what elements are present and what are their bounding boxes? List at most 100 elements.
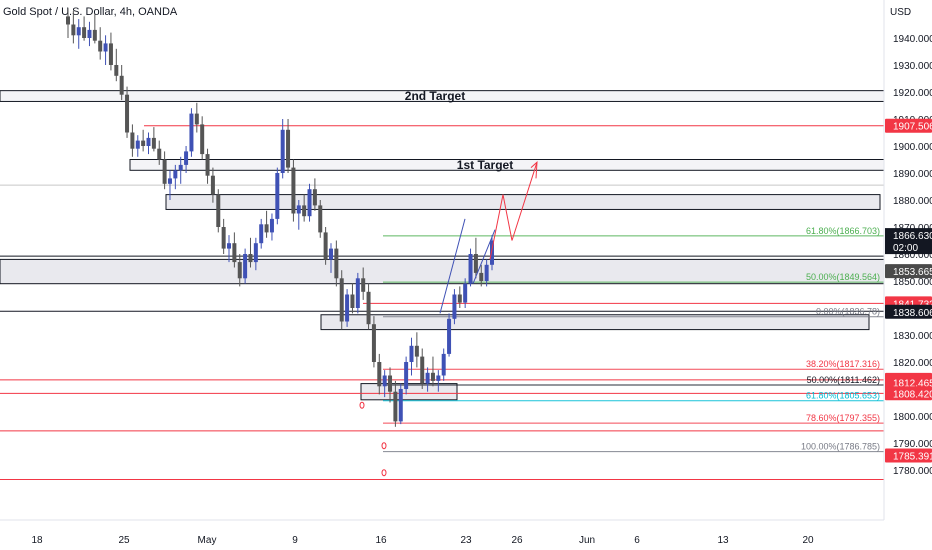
candle-body: [473, 254, 478, 273]
y-tick-label: 1900.000: [893, 142, 932, 153]
y-tick-label: 1890.000: [893, 169, 932, 180]
candle-body: [312, 189, 317, 206]
candle-body: [452, 294, 457, 319]
candle-body: [388, 375, 393, 392]
candle-body: [393, 391, 398, 422]
candle-body: [371, 324, 376, 362]
candle-body: [457, 294, 462, 303]
candle-body: [264, 224, 269, 233]
current-price-label: 1866.630: [893, 231, 932, 242]
candle-body: [382, 375, 387, 387]
candle-body: [479, 272, 484, 281]
candle-body: [345, 294, 350, 322]
candle-body: [205, 154, 210, 176]
marker-circle: [359, 401, 365, 409]
candle-body: [425, 372, 430, 384]
fib-label: 50.00%(1811.462): [807, 375, 880, 385]
candle-body: [92, 29, 97, 41]
x-tick-label: May: [198, 535, 217, 546]
price-tag: [885, 375, 932, 390]
candle-body: [328, 248, 333, 260]
fib-label: 78.60%(1797.355): [806, 413, 880, 423]
lines-layer: [0, 125, 884, 480]
candle-body: [296, 205, 301, 214]
candle-body: [76, 27, 81, 36]
candle-body: [377, 362, 382, 387]
candle-body: [119, 75, 124, 95]
y-tick-label: 1920.000: [893, 88, 932, 99]
candle-body: [291, 167, 296, 214]
candle-body: [200, 124, 205, 155]
candle-body: [108, 43, 113, 65]
candle-body: [216, 194, 221, 227]
current-price-tag: [885, 228, 932, 255]
fib-label: 50.00%(1849.564): [806, 272, 880, 282]
candle-body: [436, 375, 441, 381]
candle-body: [184, 151, 189, 165]
candles-layer: [66, 8, 494, 427]
candle-body: [334, 248, 339, 279]
y-tick-label: 1850.000: [893, 277, 932, 288]
candle-body: [157, 148, 162, 160]
x-tick-label: 25: [118, 535, 130, 546]
candle-body: [243, 254, 248, 279]
price-tag-label: 1812.465: [893, 378, 932, 389]
candle-body: [269, 218, 274, 233]
candle-body: [227, 243, 232, 249]
candle-body: [490, 240, 494, 265]
x-tick-label: 18: [31, 535, 43, 546]
candle-body: [253, 243, 258, 263]
candle-body: [318, 205, 323, 233]
countdown-label: 02:00: [893, 243, 918, 254]
candle-body: [146, 137, 151, 146]
x-tick-label: 6: [634, 535, 640, 546]
trend-line: [439, 218, 466, 314]
candle-body: [350, 294, 355, 308]
y-tick-label: 1830.000: [893, 331, 932, 342]
candle-body: [210, 175, 215, 195]
projection-arrow: [489, 162, 538, 260]
x-tick-label: 23: [460, 535, 472, 546]
candle-body: [286, 129, 291, 168]
y-tick-label: 1930.000: [893, 61, 932, 72]
candle-body: [194, 113, 199, 125]
y-tick-label: 1940.000: [893, 34, 932, 45]
candle-body: [414, 345, 419, 357]
candle-body: [167, 178, 172, 184]
price-tag-label: 1907.506: [893, 122, 932, 133]
candle-body: [398, 389, 403, 422]
candle-body: [302, 205, 307, 217]
candle-body: [221, 227, 226, 249]
price-tag-label: 1838.606: [893, 308, 932, 319]
marker-circle: [381, 469, 387, 477]
candle-body: [82, 27, 87, 38]
candle-body: [173, 170, 178, 179]
candle-body: [409, 345, 414, 362]
currency-label: USD: [890, 7, 911, 18]
target-label: 1st Target: [457, 158, 513, 172]
fib-label: 38.20%(1817.316): [806, 359, 880, 369]
candle-body: [141, 140, 146, 146]
candle-body: [178, 164, 183, 171]
candle-body: [189, 113, 194, 152]
candle-body: [420, 356, 425, 384]
target-label: 2nd Target: [405, 89, 465, 103]
zone-box: [0, 258, 885, 285]
candle-body: [71, 24, 76, 36]
candle-body: [361, 278, 366, 292]
y-tick-label: 1860.000: [893, 250, 932, 261]
candle-body: [430, 372, 435, 381]
candle-body: [130, 132, 135, 149]
price-tag: [885, 304, 932, 319]
marker-circle: [381, 442, 387, 450]
fib-label: 61.80%(1805.653): [806, 391, 880, 401]
x-tick-label: 16: [375, 535, 387, 546]
y-tick-label: 1880.000: [893, 196, 932, 207]
candle-body: [87, 29, 92, 38]
price-tag: [885, 118, 932, 133]
candle-body: [484, 264, 489, 281]
candle-body: [66, 16, 70, 25]
candle-body: [463, 283, 468, 303]
